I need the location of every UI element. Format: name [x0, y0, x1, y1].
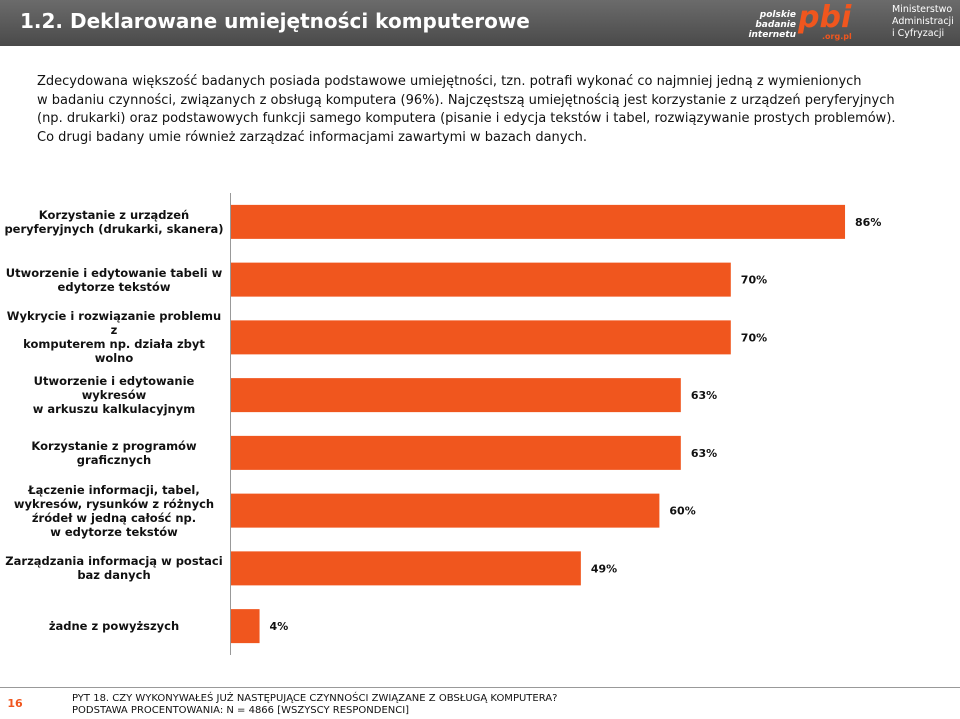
value-label: 63%: [691, 389, 717, 402]
bar: [231, 435, 681, 470]
pbi-logo: polskie badanie internetu pbi .org.pl: [748, 0, 852, 44]
page-number: 16: [2, 690, 28, 718]
category-label: Utworzenie i edytowanie wykresów w arkus…: [32, 374, 196, 417]
logo-text: pbi: [798, 0, 852, 35]
bar: [231, 262, 731, 297]
intro-text: Zdecydowana większość badanych posiada p…: [37, 74, 896, 145]
value-label: 70%: [741, 274, 767, 287]
category-label: Zarządzania informacją w postaci baz dan…: [5, 554, 223, 583]
category-label: Utworzenie i edytowanie tabeli w edytorz…: [5, 265, 223, 294]
value-label: 70%: [741, 331, 767, 344]
value-label: 86%: [855, 216, 881, 229]
value-label: 63%: [691, 447, 717, 460]
bar: [231, 551, 581, 586]
footer-line: [0, 687, 960, 688]
logo-text: polskie: [759, 10, 796, 20]
chart: 86% 70% 70% 63% 63% 60% 49% 4%: [230, 193, 881, 655]
header-bar: 1.2. Deklarowane umiejętności komputerow…: [0, 0, 960, 46]
bar: [231, 609, 260, 644]
slide-title: 1.2. Deklarowane umiejętności komputerow…: [20, 9, 530, 33]
value-label: 49%: [591, 562, 617, 575]
category-label: Łączenie informacji, tabel, wykresów, ry…: [13, 482, 215, 539]
logo-text: badanie: [755, 20, 796, 30]
logo-text: internetu: [748, 30, 796, 40]
bar: [231, 378, 681, 413]
category-label: Korzystanie z urządzeń peryferyjnych (dr…: [4, 207, 224, 236]
logo-text: .org.pl: [822, 32, 852, 41]
footer-question: PYT 18. CZY WYKONYWAŁEŚ JUŻ NASTĘPUJĄCE …: [72, 693, 558, 704]
footer-text: PYT 18. CZY WYKONYWAŁEŚ JUŻ NASTĘPUJĄCE …: [72, 693, 557, 717]
bar: [231, 204, 846, 239]
category-label: Korzystanie z programów graficznych: [31, 438, 197, 467]
category-label: żadne z powyższych: [48, 619, 180, 634]
category-label: Wykrycie i rozwiązanie problemu z komput…: [6, 309, 222, 366]
bar: [231, 493, 660, 528]
value-label: 4%: [270, 620, 289, 633]
value-label: 60%: [669, 505, 695, 518]
footer-base: PODSTAWA PROCENTOWANIA: N = 4866 [WSZYSC…: [72, 705, 410, 716]
ministry-logo: Ministerstwo Administracji i Cyfryzacji: [892, 4, 954, 39]
bar: [231, 320, 731, 355]
